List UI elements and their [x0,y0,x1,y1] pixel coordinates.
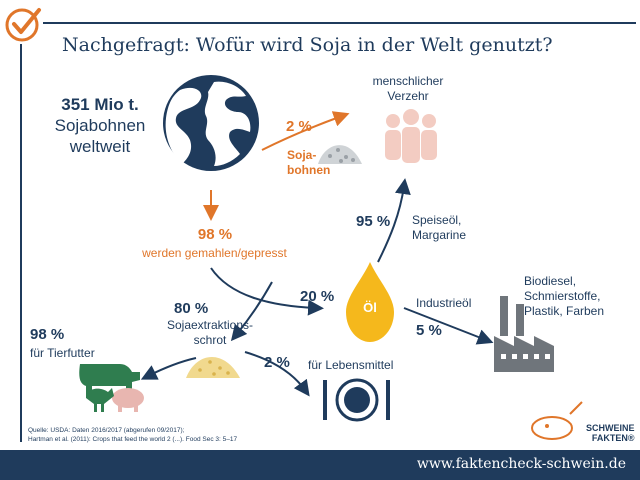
meal-percent: 80 % [174,300,209,317]
foodstuff-label: für Lebensmittel [308,358,394,372]
plate-icon [323,378,390,422]
knife-icon [386,380,390,420]
footer-bar [0,450,640,480]
feed-label: für Tierfutter [30,346,95,360]
production-line3: weltweit [69,137,131,156]
oil-percent: 20 % [300,288,335,305]
production-line2: Sojabohnen [54,116,146,135]
food-oil-percent: 95 % [356,213,391,230]
beans-percent: 2 % [286,118,312,135]
industry-uses-line2: Schmierstoffe, [524,289,601,303]
source-line2: Hartman et al. (2011): Crops that feed t… [28,436,238,443]
arrow-to-feed [140,357,197,380]
fork-icon [323,380,327,420]
checkmark-icon [5,8,41,42]
pressed-label: werden gemahlen/gepresst [142,246,287,260]
foodstuff-percent: 2 % [264,354,290,371]
infographic-frame [20,22,636,442]
oil-drop-icon [346,262,394,342]
factory-icon [494,296,554,372]
arrow-to-food-oil [377,178,411,263]
logo-line1: SCHWEINE [586,423,635,433]
page-title: Nachgefragt: Wofür wird Soja in der Welt… [62,34,553,56]
beans-label-line1: Soja- [287,148,317,162]
industry-uses-line3: Plastik, Farben [524,304,605,318]
industry-uses-line1: Biodiesel, [524,274,577,288]
industry-percent: 5 % [416,322,442,339]
production-amount: 351 Mio t. [61,95,139,114]
arrow-to-oil [210,267,324,316]
source-note: Quelle: USDA: Daten 2016/2017 (abgerufen… [28,426,237,444]
pig-logo-icon [531,401,583,440]
beans-label: Soja- bohnen [287,148,330,178]
arrow-to-foodstuff [244,351,310,397]
arrow-to-meal [230,281,273,342]
checkmark-logo [3,4,43,44]
industry-uses: Biodiesel, Schmierstoffe, Plastik, Farbe… [524,274,604,319]
animals-icon [79,364,144,412]
beans-label-line2: bohnen [287,163,331,177]
pressed-percent: 98 % [197,226,233,243]
human-label-line2: Verzehr [387,89,429,103]
production-text: 351 Mio t. Sojabohnen weltweit [40,94,160,157]
people-icon [385,109,437,163]
food-oil-label-line2: Margarine [412,228,467,242]
human-label-line1: menschlicher [372,74,444,88]
food-oil-label-line1: Speiseöl, [412,213,462,227]
globe-icon [163,75,259,171]
meal-label: Sojaextraktions- schrot [150,318,270,348]
human-consumption-label: menschlicher Verzehr [353,74,463,104]
brand-logo-text: SCHWEINE FAKTEN® [586,423,635,443]
logo-line2: FAKTEN® [591,433,635,443]
food-oil-label: Speiseöl, Margarine [412,213,466,243]
source-line1: Quelle: USDA: Daten 2016/2017 (abgerufen… [28,427,185,434]
arrow-to-consumption [261,111,350,151]
industry-oil-label: Industrieöl [416,296,472,310]
meal-label-line1: Sojaextraktions- [166,318,254,332]
arrow-to-industry [403,307,494,345]
flow-graphics [79,75,583,440]
soybeans-pile-icon [318,145,362,164]
meal-pile-icon [186,356,240,378]
oil-drop-label: Öl [363,300,377,315]
meal-label-line2: schrot [193,333,227,347]
footer-url[interactable]: www.faktencheck-schwein.de [416,456,626,472]
feed-percent: 98 % [30,326,65,343]
